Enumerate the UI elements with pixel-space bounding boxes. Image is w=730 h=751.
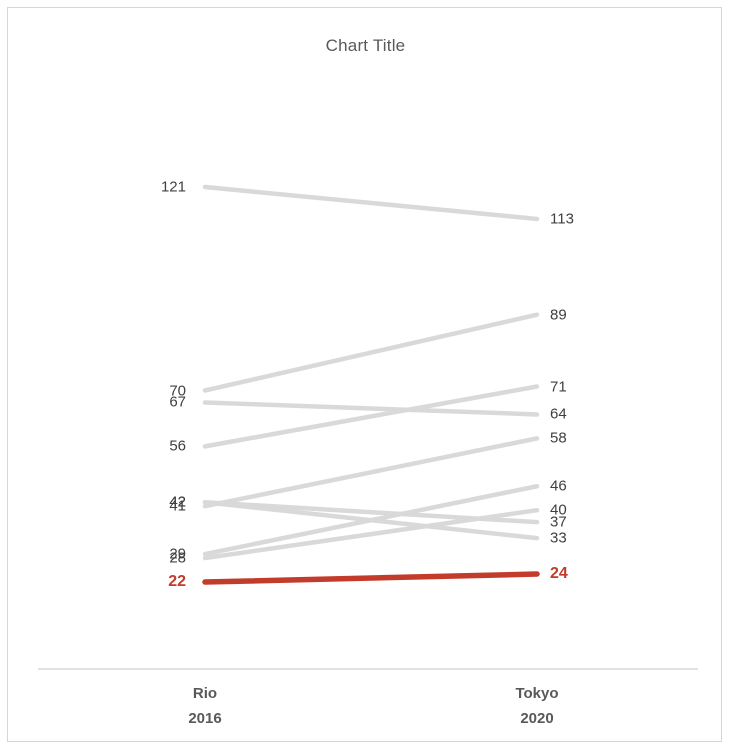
data-label-left-6: 42 (169, 493, 186, 511)
data-label-right-7: 46 (550, 477, 567, 495)
series-line-2 (202, 400, 540, 417)
data-label-right-4: 37 (550, 513, 567, 531)
series-line-7 (202, 484, 540, 557)
series-line-8 (202, 507, 540, 561)
category-label-0-year: 2016 (188, 710, 222, 727)
data-label-right-0: 113 (550, 210, 574, 228)
data-label-right-2: 64 (550, 405, 567, 423)
data-label-left-8: 28 (169, 549, 186, 567)
data-label-right-8: 40 (550, 501, 567, 519)
data-label-right-3: 71 (550, 378, 567, 395)
data-label-right-6: 33 (550, 529, 567, 547)
data-label-right-9: 24 (550, 565, 568, 583)
series-line-3 (202, 384, 540, 449)
category-label-1: Tokyo 2020 (457, 681, 617, 731)
data-label-left-3: 56 (169, 437, 186, 455)
data-label-left-7: 29 (169, 545, 186, 563)
category-label-0-city: Rio (192, 685, 218, 702)
series-line-9 (202, 571, 540, 585)
category-label-0: Rio 2016 (125, 681, 285, 731)
data-label-left-4: 42 (169, 493, 186, 511)
data-label-right-5: 58 (550, 429, 567, 447)
category-label-1-city: Tokyo (515, 685, 559, 702)
series-line-0 (202, 184, 540, 222)
data-label-left-9: 22 (168, 573, 186, 591)
data-label-left-5: 41 (169, 497, 186, 515)
data-label-left-0: 121 (160, 178, 186, 196)
category-label-1-year: 2020 (520, 710, 554, 727)
series-line-5 (202, 436, 540, 509)
chart-frame: Chart Title 121 113 70 89 67 64 56 71 42 37 41 58 42… (7, 7, 722, 742)
data-label-left-2: 67 (169, 393, 186, 411)
data-label-right-1: 89 (550, 306, 567, 324)
chart-title: Chart Title (325, 36, 406, 55)
series-line-1 (202, 312, 540, 393)
data-label-left-1: 70 (169, 382, 186, 399)
